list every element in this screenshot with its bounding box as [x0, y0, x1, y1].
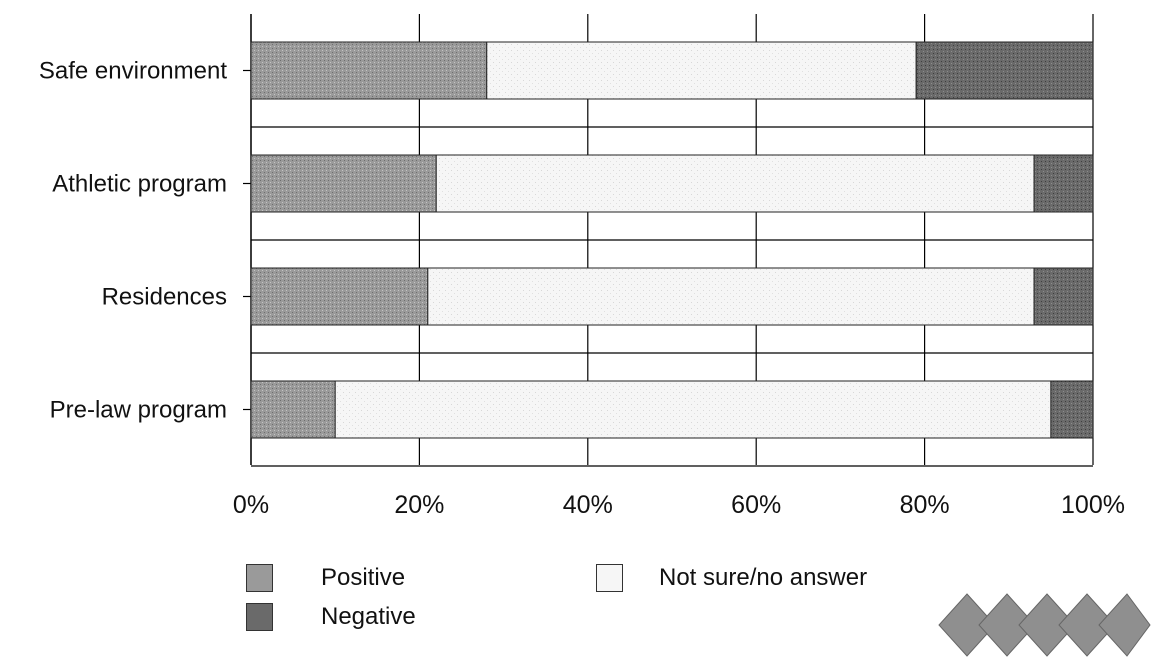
x-tick-label: 20% — [394, 491, 444, 519]
stacked-bar-chart: Safe environment Athletic program Residenc… — [39, 14, 1125, 519]
x-tick-label: 100% — [1061, 491, 1125, 519]
legend-swatch-negative — [246, 603, 273, 631]
bar-segment-positive — [250, 154, 437, 213]
bar-segment-positive — [250, 41, 488, 100]
category-labels: Safe environment Athletic program Residenc… — [39, 58, 227, 424]
bar-segment-negative — [1033, 267, 1094, 326]
legend-item-not-sure: Not sure/no answer — [596, 564, 867, 592]
x-tick-labels: 0% 20% 40% 60% 80% 100% — [233, 491, 1125, 519]
legend-label-positive: Positive — [321, 564, 406, 591]
bar-segment-positive — [250, 380, 336, 439]
bars — [250, 41, 1094, 439]
legend-swatch-not-sure — [596, 564, 623, 592]
bar-segment-negative — [1050, 380, 1094, 439]
diamond-row-icon — [938, 593, 1151, 657]
bar-segment-negative — [1033, 154, 1094, 213]
legend-label-not-sure: Not sure/no answer — [659, 564, 868, 591]
x-tick-label: 60% — [731, 491, 781, 519]
legend: Positive Negative Not sure/no answer — [246, 560, 946, 660]
category-label: Safe environment — [39, 58, 227, 85]
category-label: Pre-law program — [50, 397, 227, 424]
bar-segment-not-sure — [334, 380, 1052, 439]
category-label: Residences — [102, 284, 227, 311]
legend-item-negative: Negative — [246, 603, 416, 631]
bar-segment-not-sure — [486, 41, 917, 100]
category-label: Athletic program — [52, 171, 227, 198]
legend-swatch-positive — [246, 564, 273, 592]
bar-segment-not-sure — [435, 154, 1035, 213]
bar-segment-positive — [250, 267, 429, 326]
legend-item-positive: Positive — [246, 564, 405, 592]
legend-label-negative: Negative — [321, 603, 416, 630]
x-tick-label: 40% — [563, 491, 613, 519]
x-tick-label: 0% — [233, 491, 269, 519]
bar-segment-negative — [915, 41, 1094, 100]
bar-segment-not-sure — [427, 267, 1035, 326]
x-tick-label: 80% — [900, 491, 950, 519]
